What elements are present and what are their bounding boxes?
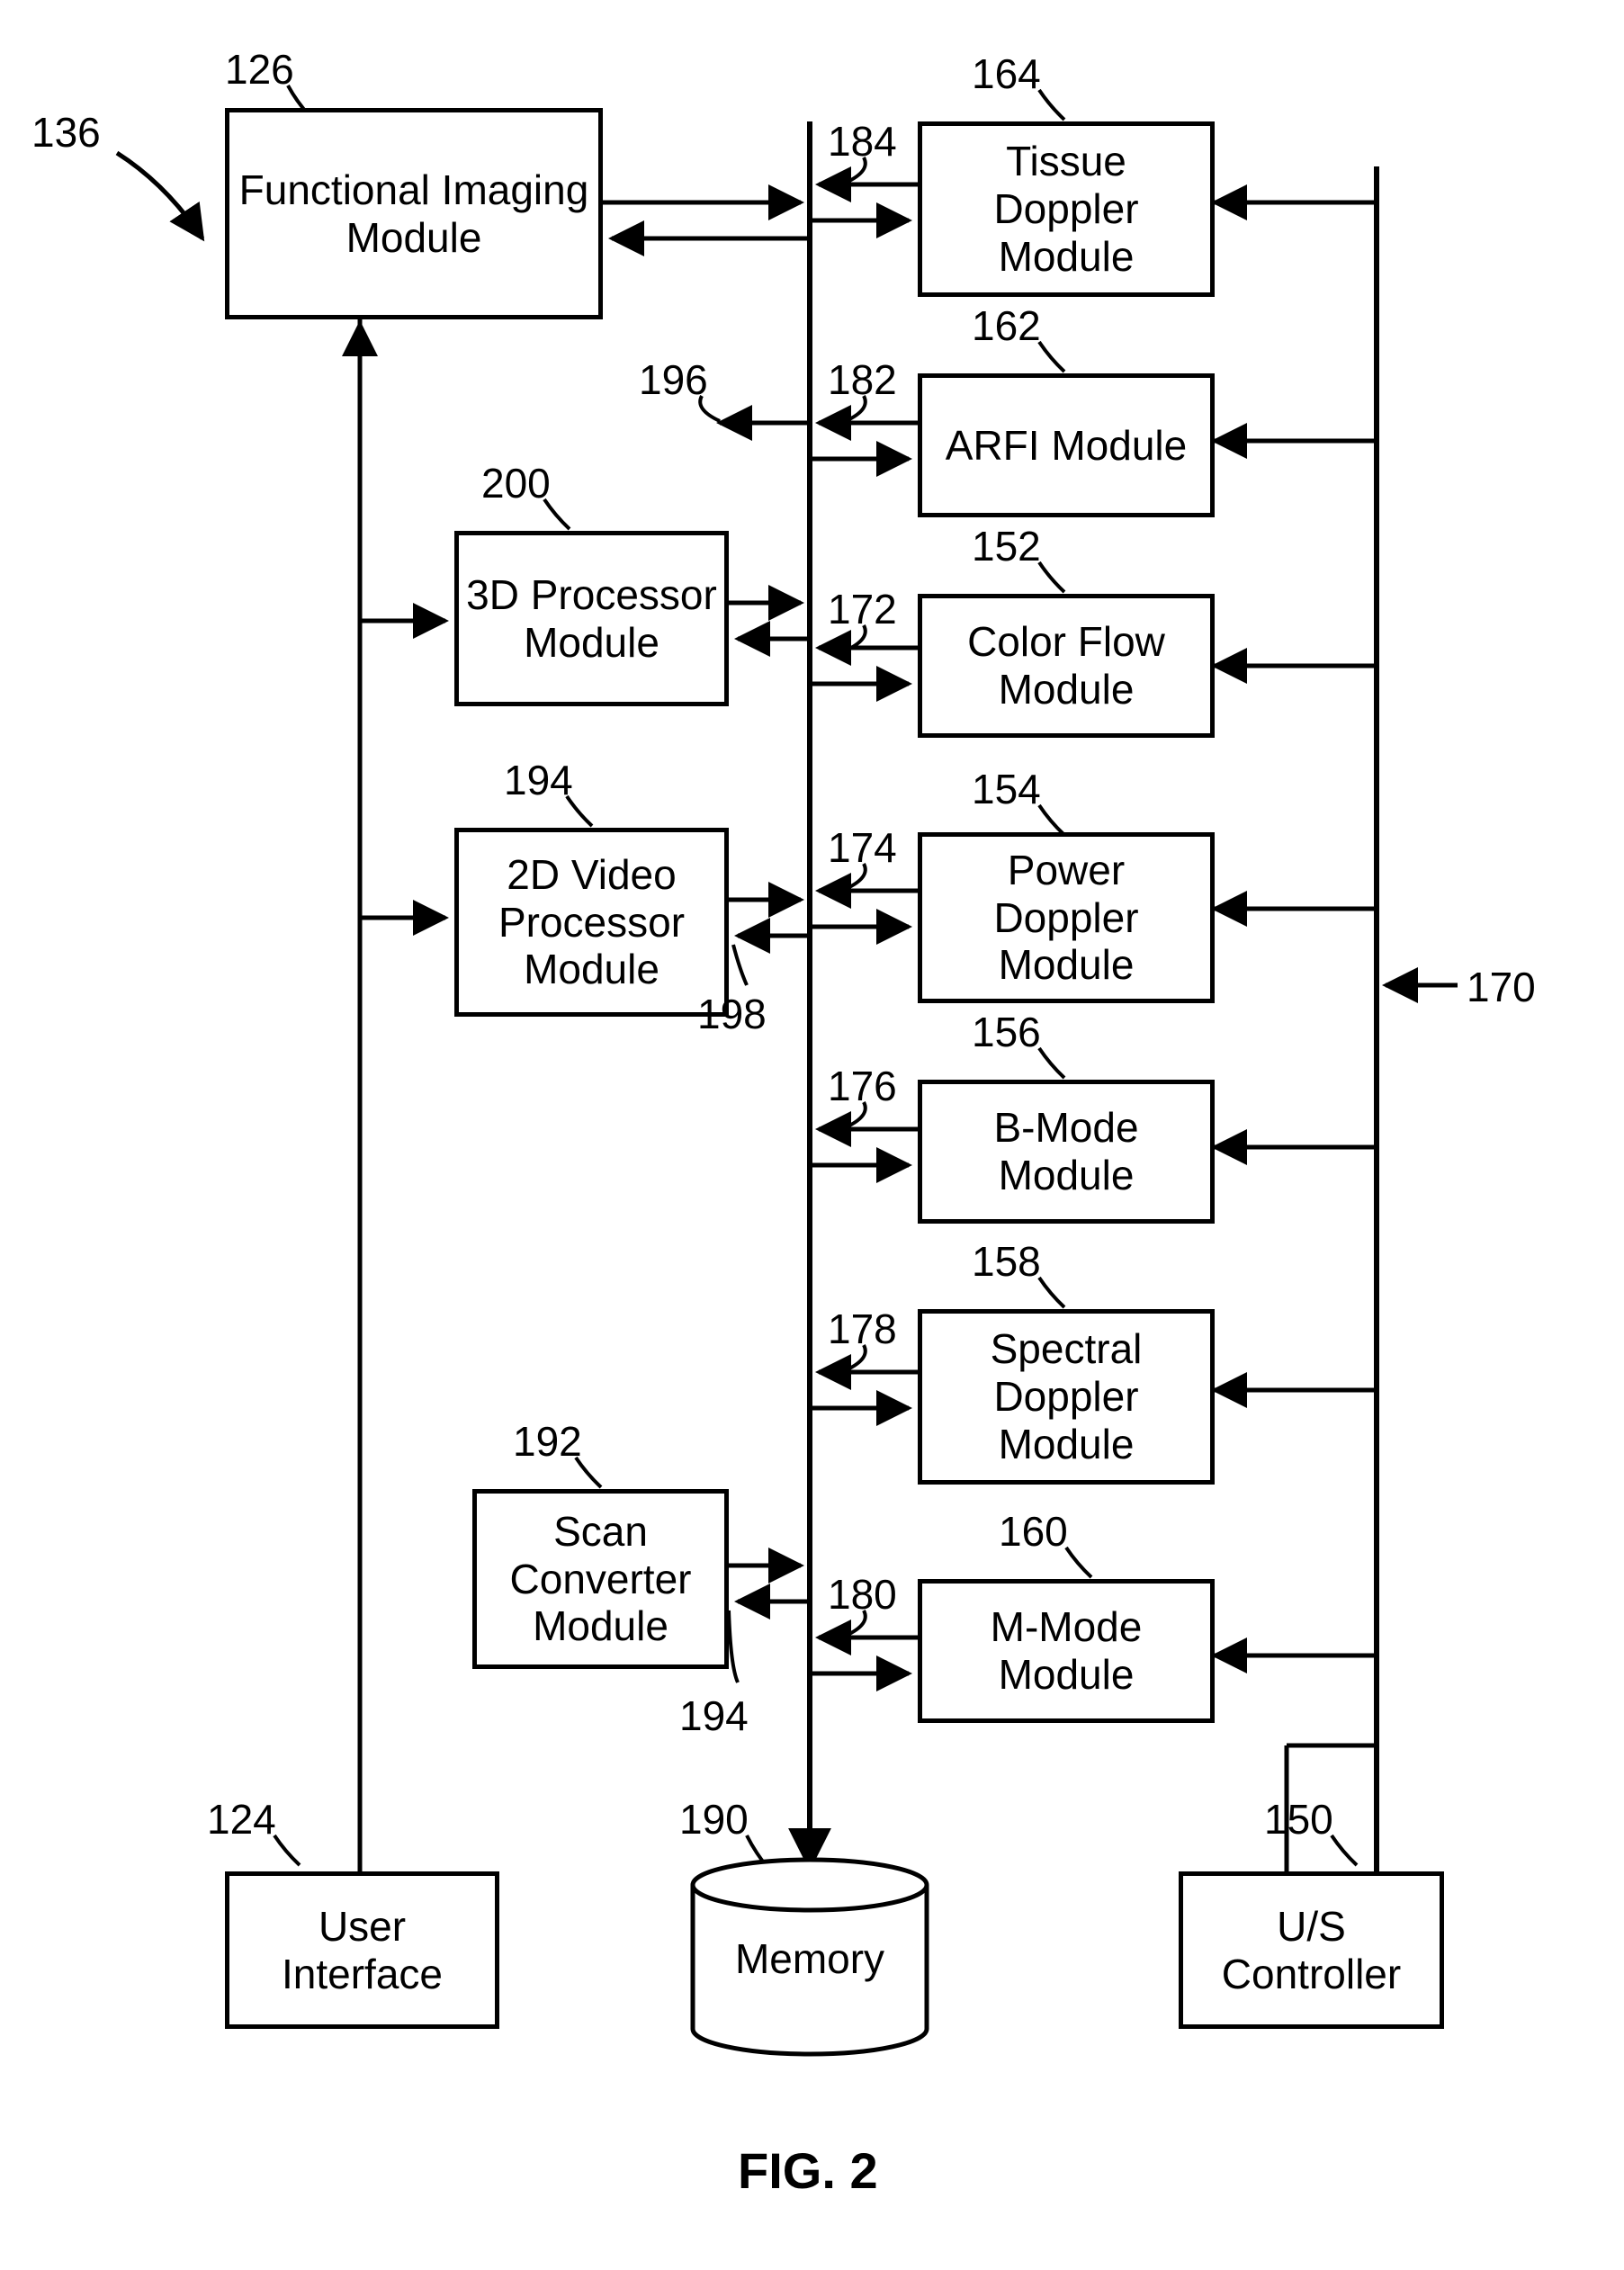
memory-label: Memory <box>720 1934 900 1983</box>
ref-164: 164 <box>972 49 1041 98</box>
us-controller-label: U/S Controller <box>1190 1903 1432 1998</box>
diagram-canvas: Functional Imaging Module 3D Processor M… <box>0 0 1624 2270</box>
scan-converter-module: Scan Converter Module <box>472 1489 729 1669</box>
arfi-label: ARFI Module <box>946 422 1187 470</box>
ref-158: 158 <box>972 1237 1041 1286</box>
ref-170: 170 <box>1467 963 1536 1011</box>
ref-200: 200 <box>481 459 551 507</box>
ref-160: 160 <box>999 1507 1068 1556</box>
ref-156: 156 <box>972 1008 1041 1056</box>
ref-180: 180 <box>828 1570 897 1619</box>
ref-150: 150 <box>1264 1795 1333 1844</box>
functional-imaging-label: Functional Imaging Module <box>237 166 591 262</box>
spectral-doppler-module: Spectral Doppler Module <box>918 1309 1215 1485</box>
bmode-label: B-Mode Module <box>929 1104 1203 1199</box>
color-flow-module: Color Flow Module <box>918 594 1215 738</box>
functional-imaging-module: Functional Imaging Module <box>225 108 603 319</box>
ref-192: 192 <box>513 1417 582 1466</box>
processor-2d-label: 2D Video Processor Module <box>466 851 717 994</box>
ref-178: 178 <box>828 1305 897 1353</box>
ref-154: 154 <box>972 765 1041 813</box>
ref-194b: 194 <box>679 1691 749 1740</box>
ref-124: 124 <box>207 1795 276 1844</box>
ref-182: 182 <box>828 355 897 404</box>
figure-label: FIG. 2 <box>738 2141 878 2200</box>
scan-converter-label: Scan Converter Module <box>484 1508 717 1651</box>
mmode-module: M-Mode Module <box>918 1579 1215 1723</box>
user-interface-box: User Interface <box>225 1871 499 2029</box>
ref-176: 176 <box>828 1062 897 1110</box>
ref-172: 172 <box>828 585 897 633</box>
spectral-doppler-label: Spectral Doppler Module <box>929 1325 1203 1468</box>
ref-194: 194 <box>504 756 573 804</box>
processor-2d-module: 2D Video Processor Module <box>454 828 729 1017</box>
ref-190: 190 <box>679 1795 749 1844</box>
ref-198: 198 <box>697 990 767 1038</box>
ref-162: 162 <box>972 301 1041 350</box>
us-controller-box: U/S Controller <box>1179 1871 1444 2029</box>
power-doppler-module: Power Doppler Module <box>918 832 1215 1003</box>
power-doppler-label: Power Doppler Module <box>929 847 1203 990</box>
processor-3d-label: 3D Processor Module <box>466 571 717 667</box>
ref-184: 184 <box>828 117 897 166</box>
tissue-doppler-module: Tissue Doppler Module <box>918 121 1215 297</box>
mmode-label: M-Mode Module <box>929 1603 1203 1699</box>
arfi-module: ARFI Module <box>918 373 1215 517</box>
ref-126: 126 <box>225 45 294 94</box>
bmode-module: B-Mode Module <box>918 1080 1215 1224</box>
ref-196: 196 <box>639 355 708 404</box>
tissue-doppler-label: Tissue Doppler Module <box>929 138 1203 281</box>
user-interface-label: User Interface <box>237 1903 488 1998</box>
ref-152: 152 <box>972 522 1041 570</box>
ref-136: 136 <box>31 108 101 157</box>
ref-174: 174 <box>828 823 897 872</box>
processor-3d-module: 3D Processor Module <box>454 531 729 706</box>
color-flow-label: Color Flow Module <box>929 618 1203 713</box>
